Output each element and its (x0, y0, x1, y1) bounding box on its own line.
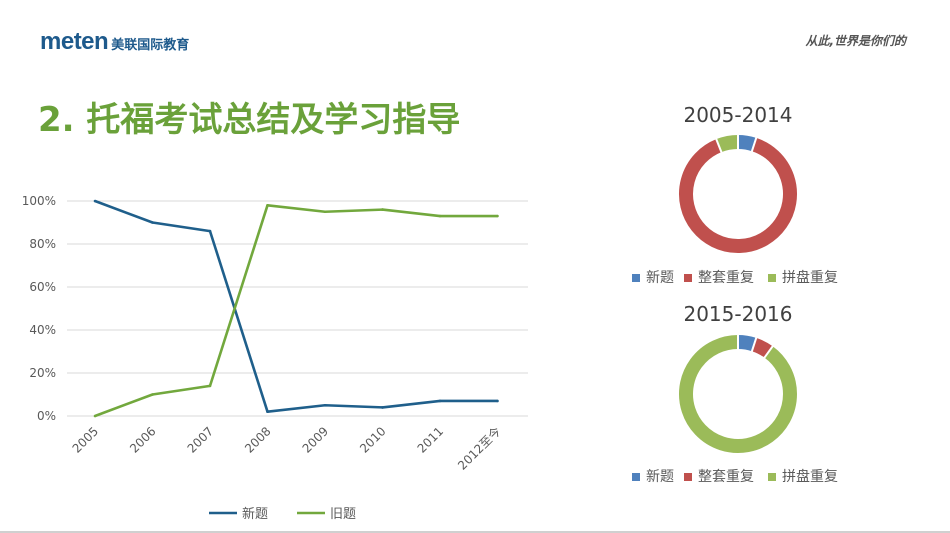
data-point (208, 384, 212, 388)
data-point (151, 221, 154, 224)
pie-slice (751, 337, 773, 358)
legend-label: 新题 (646, 469, 674, 485)
legend-swatch (684, 274, 692, 282)
y-tick-label: 20% (29, 366, 56, 380)
legend-swatch (768, 473, 776, 481)
logo-text: 美联国际教育 (111, 38, 190, 53)
x-tick-label: 2011 (415, 424, 446, 455)
x-tick-label: 2010 (357, 424, 388, 455)
y-tick-label: 80% (29, 237, 56, 251)
data-point (323, 403, 327, 407)
data-point (266, 204, 269, 207)
x-tick-label: 2006 (127, 424, 158, 455)
x-tick-label: 2012至今 (454, 424, 503, 473)
x-tick-label: 2007 (185, 424, 216, 455)
pie-slice (737, 335, 757, 352)
pie-slice (737, 135, 757, 152)
pie-slice (679, 335, 797, 453)
data-point (496, 214, 499, 218)
x-tick-label: 2009 (300, 424, 331, 455)
slice-separator (763, 344, 775, 359)
pie-title: 2005-2014 (683, 103, 792, 127)
legend-swatch (632, 274, 640, 282)
x-tick-label: 2005 (70, 424, 101, 455)
data-point (381, 208, 384, 211)
page-title: 2. 托福考试总结及学习指导 (38, 100, 461, 140)
legend-label: 旧题 (330, 507, 356, 522)
legend-label: 整套重复 (698, 269, 754, 286)
data-point (151, 393, 154, 396)
y-tick-label: 100% (22, 194, 56, 208)
legend-label: 拼盘重复 (782, 269, 838, 286)
bottom-divider (0, 531, 950, 533)
pie-slice (716, 135, 739, 153)
series-line-2 (94, 204, 498, 418)
legend-swatch (632, 473, 640, 481)
slogan: 从此,世界是你们的 (805, 34, 906, 48)
legend-label: 整套重复 (698, 468, 754, 485)
data-point (93, 414, 97, 418)
data-point (323, 210, 327, 214)
legend-label: 新题 (646, 270, 674, 286)
pie-title: 2015-2016 (683, 302, 792, 326)
meten-logo: meten 美联国际教育 (40, 28, 189, 56)
logo-mark: meten (40, 28, 109, 55)
data-point (93, 199, 97, 203)
pie-slice (679, 137, 797, 253)
legend-swatch (768, 274, 776, 282)
y-tick-label: 40% (29, 323, 56, 337)
slice-separator (750, 336, 758, 353)
legend-label: 新题 (242, 506, 268, 522)
slice-separator (750, 136, 758, 153)
x-tick-label: 2008 (242, 424, 273, 455)
data-point (438, 399, 442, 403)
y-tick-label: 60% (29, 280, 56, 294)
slice-separator (714, 137, 723, 154)
data-point (266, 410, 269, 414)
data-point (208, 229, 212, 233)
data-point (381, 406, 384, 409)
y-tick-label: 0% (37, 409, 56, 423)
data-point (438, 214, 442, 218)
legend-swatch (684, 473, 692, 481)
data-point (496, 399, 499, 403)
series-line-1 (94, 199, 498, 414)
legend-label: 拼盘重复 (782, 468, 838, 485)
